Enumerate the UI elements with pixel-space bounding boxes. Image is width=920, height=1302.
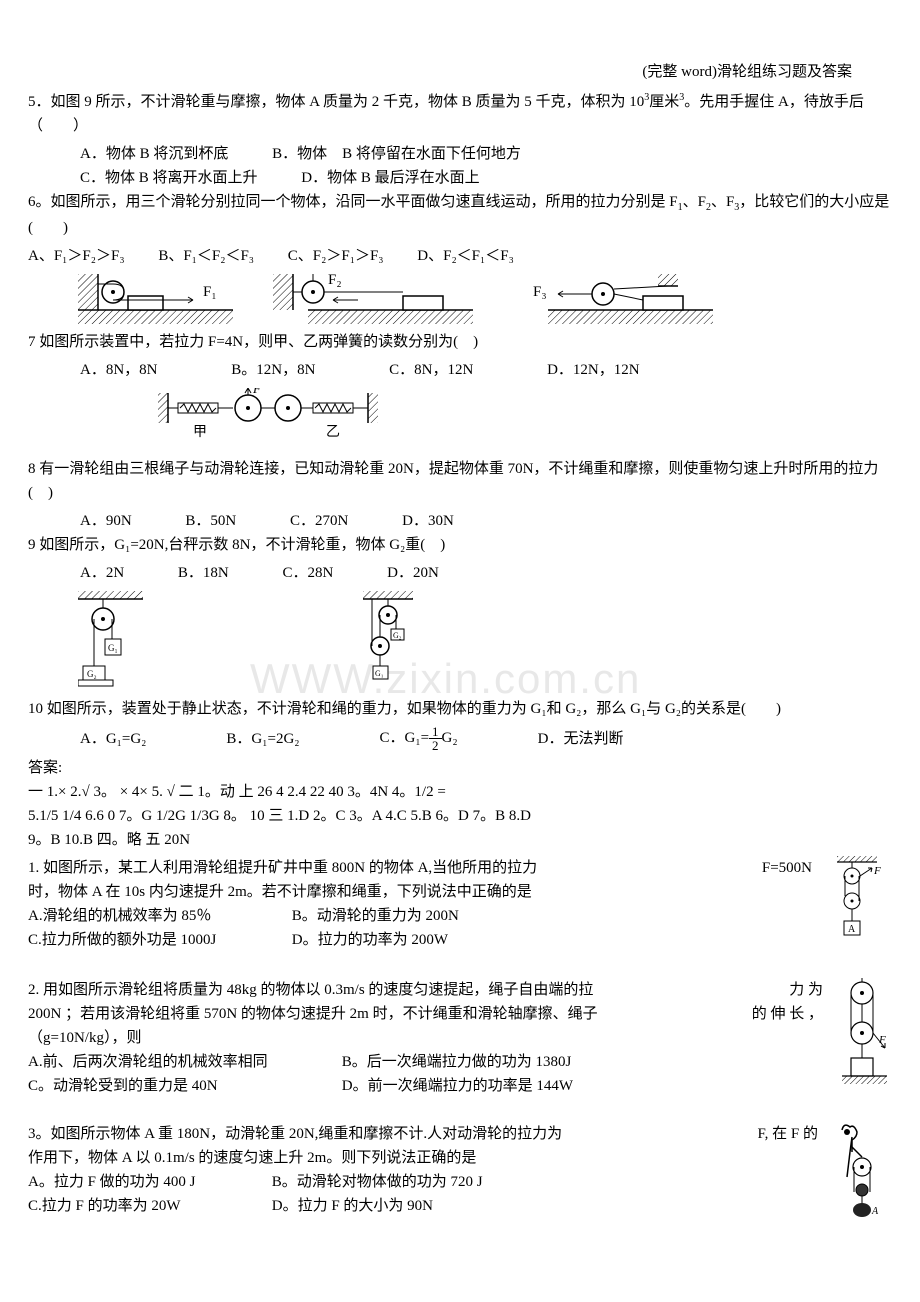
eq2-optB: B。后一次绳端拉力做的功为 1380J — [342, 1054, 572, 1070]
q10-optC: C．G₁=12G₂ — [380, 725, 458, 752]
eq2-optD: D。前一次绳端拉力的功率是 144W — [342, 1078, 573, 1094]
eq3-optD: D。拉力 F 的大小为 90N — [272, 1198, 433, 1214]
q6-optC: C、F₂＞F₁＞F₃ — [288, 248, 384, 264]
eq3-optA: A。拉力 F 做的功为 400 J — [28, 1170, 268, 1194]
svg-text:甲: 甲 — [193, 425, 207, 440]
svg-text:A: A — [848, 924, 856, 935]
q7-optC: C．8N，12N — [389, 358, 473, 382]
eq1-text1: 1. 如图所示，某工人利用滑轮组提升矿井中重 800N 的物体 A,当他所用的拉… — [28, 860, 537, 876]
extra-question-3: 3。如图所示物体 A 重 180N，动滑轮重 20N,绳重和摩擦不计.人对动滑轮… — [28, 1122, 892, 1230]
q6-text: 6。如图所示，用三个滑轮分别拉同一个物体，沿同一水平面做匀速直线运动，所用的拉力… — [28, 194, 678, 210]
q6-pulley-diagram-3: F₃ — [513, 274, 713, 324]
eq2-figure: F — [837, 978, 892, 1096]
answers-line1: 一 1.× 2.√ 3。 × 4× 5. √ 二 1。动 上 26 4 2.4 … — [28, 780, 892, 804]
svg-text:A: A — [871, 1206, 879, 1217]
q8-optB: B．50N — [185, 509, 236, 533]
q10-optD: D．无法判断 — [538, 727, 624, 751]
question-5: 5．如图 9 所示，不计滑轮重与摩擦，物体 A 质量为 2 千克，物体 B 质量… — [28, 90, 892, 138]
q10-optB: B．G₁=2G₂ — [226, 727, 299, 751]
eq2-optA: A.前、后两次滑轮组的机械效率相同 — [28, 1050, 338, 1074]
answers-block: 答案: 一 1.× 2.√ 3。 × 4× 5. √ 二 1。动 上 26 4 … — [28, 756, 892, 852]
q9-optD: D．20N — [387, 561, 439, 585]
q5-optA: A．物体 B 将沉到杯底 — [80, 142, 228, 166]
q10-options: A．G₁=G₂ B．G₁=2G₂ C．G₁=12G₂ D．无法判断 — [28, 725, 892, 752]
svg-text:G₂: G₂ — [87, 669, 97, 679]
q5-options-row2: C．物体 B 将离开水面上升 D．物体 B 最后浮在水面上 — [28, 166, 892, 190]
svg-text:乙: 乙 — [326, 424, 340, 440]
eq3-figure: A — [832, 1122, 892, 1230]
q9-options: A．2N B．18N C．28N D．20N — [28, 561, 892, 585]
q5-text: 5．如图 9 所示，不计滑轮重与摩擦，物体 A 质量为 2 千克，物体 B 质量… — [28, 94, 644, 110]
extra-question-1: 1. 如图所示，某工人利用滑轮组提升矿井中重 800N 的物体 A,当他所用的拉… — [28, 856, 892, 954]
q7-options: A．8N，8N B。12N，8N C．8N，12N D．12N，12N — [28, 358, 892, 382]
q5-text2: 厘米 — [649, 94, 679, 110]
q6-t3: 、F — [711, 194, 734, 210]
eq3-optC: C.拉力 F 的功率为 20W — [28, 1194, 268, 1218]
watermark: WWW.zixin.com.cn — [250, 645, 641, 712]
q8-optC: C．270N — [290, 509, 348, 533]
eq2-text2: 200N ；若用该滑轮组将重 570N 的物体匀速提升 2m 时，不计绳重和滑轮… — [28, 1006, 598, 1022]
q8-optA: A．90N — [80, 509, 132, 533]
extra-question-2: 2. 用如图所示滑轮组将质量为 48kg 的物体以 0.3m/s 的速度匀速提起… — [28, 978, 892, 1098]
svg-text:F: F — [252, 388, 262, 396]
q6-optB: B、F₁＜F₂＜F₃ — [158, 248, 254, 264]
svg-text:F: F — [878, 1034, 886, 1046]
q9-figure: G₁ G₂ — [78, 591, 143, 691]
eq1-optD: D。拉力的功率为 200W — [292, 932, 448, 948]
eq1-text2: 时，物体 A 在 10s 内匀速提升 2m。若不计摩擦和绳重，下列说法中正确的是 — [28, 880, 822, 904]
q6-t2: 、F — [683, 194, 706, 210]
q6-pulley-diagram-1: F₁ — [78, 274, 233, 324]
svg-text:F₂: F₂ — [328, 274, 342, 288]
question-7: 7 如图所示装置中，若拉力 F=4N，则甲、乙两弹簧的读数分别为( ) — [28, 330, 892, 354]
q6-figure-row: F₁ F₂ F₃ — [78, 274, 892, 324]
svg-text:G₂: G₂ — [393, 631, 402, 640]
svg-text:F: F — [873, 865, 881, 877]
answers-title: 答案: — [28, 756, 892, 780]
answers-line3: 9。B 10.B 四。略 五 20N — [28, 828, 892, 852]
q7-figure: F 甲 乙 — [28, 388, 892, 451]
eq1-figure: F A — [832, 856, 892, 954]
question-9: 9 如图所示，G₁=20N,台秤示数 8N，不计滑轮重，物体 G₂重( ) — [28, 533, 892, 557]
q10-optA: A．G₁=G₂ — [80, 727, 146, 751]
q6-pulley-diagram-2: F₂ — [273, 274, 473, 324]
eq3-text1: 3。如图所示物体 A 重 180N，动滑轮重 20N,绳重和摩擦不计.人对动滑轮… — [28, 1126, 562, 1142]
eq3-text2: 作用下，物体 A 以 0.1m/s 的速度匀速上升 2m。则下列说法正确的是 — [28, 1146, 822, 1170]
eq1-optC: C.拉力所做的额外功是 1000J — [28, 928, 288, 952]
svg-text:G₁: G₁ — [108, 643, 118, 653]
eq3-r1: F, 在 F 的 — [758, 1122, 818, 1146]
q7-optD: D．12N，12N — [547, 358, 640, 382]
q5-optD: D．物体 B 最后浮在水面上 — [301, 166, 479, 190]
eq2-r1: 力 为 — [789, 978, 823, 1002]
svg-text:F₁: F₁ — [203, 284, 217, 300]
eq2-text1: 2. 用如图所示滑轮组将质量为 48kg 的物体以 0.3m/s 的速度匀速提起… — [28, 982, 593, 998]
question-8: 8 有一滑轮组由三根绳子与动滑轮连接，已知动滑轮重 20N，提起物体重 70N，… — [28, 457, 892, 505]
eq1-optA: A.滑轮组的机械效率为 85％ — [28, 904, 288, 928]
eq2-text3: （g=10N/kg），则 — [28, 1026, 827, 1050]
q7-optA: A．8N，8N — [80, 358, 158, 382]
q7-optB: B。12N，8N — [231, 358, 315, 382]
eq3-optB: B。动滑轮对物体做的功为 720 J — [272, 1174, 483, 1190]
q9-optC: C．28N — [283, 561, 334, 585]
q6-optA: A、F₁＞F₂＞F₃ — [28, 248, 125, 264]
q5-optB: B．物体 B 将停留在水面下任何地方 — [272, 142, 521, 166]
q6-options: A、F₁＞F₂＞F₃ B、F₁＜F₂＜F₃ C、F₂＞F₁＞F₃ D、F₂＜F₁… — [28, 244, 892, 268]
q9-optB: B．18N — [178, 561, 229, 585]
question-6: 6。如图所示，用三个滑轮分别拉同一个物体，沿同一水平面做匀速直线运动，所用的拉力… — [28, 190, 892, 240]
eq2-optC: C。动滑轮受到的重力是 40N — [28, 1074, 338, 1098]
eq2-r2: 的 伸 长 ， — [752, 1002, 823, 1026]
q6-optD: D、F₂＜F₁＜F₃ — [417, 248, 514, 264]
q8-optD: D．30N — [402, 509, 454, 533]
q9-optA: A．2N — [80, 561, 124, 585]
page-header: (完整 word)滑轮组练习题及答案 — [28, 60, 892, 84]
q5-options-row1: A．物体 B 将沉到杯底 B．物体 B 将停留在水面下任何地方 — [28, 142, 892, 166]
eq1-optB: B。动滑轮的重力为 200N — [292, 908, 459, 924]
q5-optC: C．物体 B 将离开水面上升 — [80, 166, 258, 190]
q8-options: A．90N B．50N C．270N D．30N — [28, 509, 892, 533]
eq1-f: F=500N — [762, 856, 812, 880]
answers-line2: 5.1/5 1/4 6.6 0 7。G 1/2G 1/3G 8。 10 三 1.… — [28, 804, 892, 828]
svg-text:F₃: F₃ — [533, 284, 547, 300]
